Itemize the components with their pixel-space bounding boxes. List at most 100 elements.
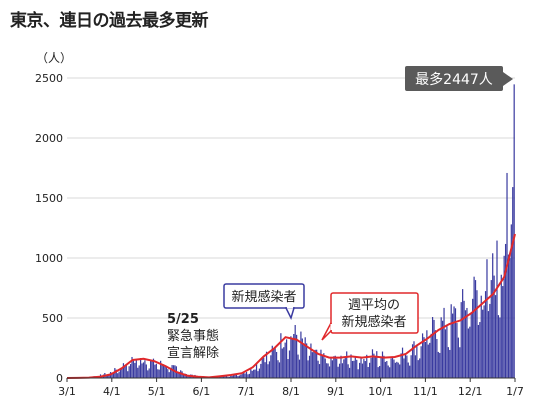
daily-bar [311,352,313,378]
daily-bar [187,376,189,378]
daily-bar [240,374,242,378]
daily-bar [243,372,245,378]
daily-bar [457,337,459,378]
bars-callout-text: 新規感染者 [231,289,296,305]
daily-bar [151,360,153,378]
daily-bar [370,357,372,378]
daily-bar [306,343,308,378]
daily-bar [429,342,431,378]
daily-bar [509,258,511,378]
daily-bar [338,363,341,378]
daily-bar [446,326,448,378]
daily-bar [400,353,402,378]
daily-bar [462,289,464,378]
daily-bar [430,333,432,378]
daily-bar [390,358,392,378]
daily-bar [373,353,375,378]
daily-bar [160,360,162,378]
daily-bar [247,374,249,378]
daily-bar [460,302,462,378]
bars-callout: 新規感染者 [223,283,305,321]
daily-bar [340,355,342,378]
daily-bar [407,362,409,378]
grid-lines [67,77,515,319]
daily-bar [346,351,348,378]
daily-bar [344,357,346,378]
daily-bar [233,374,235,378]
daily-bar [132,360,135,378]
daily-bar [381,351,384,378]
daily-bar [150,360,152,378]
y-tick-labels: 0 500 1000 1500 2000 2500 [35,72,63,385]
y-tick-label: 2000 [35,132,63,145]
daily-bar [386,361,388,378]
daily-bar [147,370,149,378]
x-tick-label: 11/1 [413,385,438,398]
daily-bar [369,362,371,378]
x-tick-label: 10/1 [368,385,393,398]
daily-bar [469,326,471,378]
daily-bar [419,358,421,378]
daily-bar [442,320,444,378]
daily-bar [258,368,261,378]
daily-bar [447,347,449,378]
daily-bar [361,363,364,378]
daily-bar [500,274,502,378]
daily-bar [439,352,441,378]
daily-bar [244,373,246,378]
daily-bar [374,356,376,378]
daily-bar [331,360,334,378]
daily-bar [379,365,381,378]
daily-bar [225,375,228,378]
daily-bar [241,373,243,378]
daily-bar [413,341,415,378]
daily-bar [265,351,268,378]
daily-bar [313,351,315,378]
daily-bar [318,364,321,378]
daily-bar [351,360,354,378]
event-line2: 宣言解除 [167,345,219,361]
x-tick-labels: 3/1 4/1 5/1 6/1 7/1 8/1 9/1 10/1 11/1 12/1 1/7 [58,378,524,398]
daily-bar [121,368,123,378]
daily-bar [138,365,140,378]
daily-bar [294,325,296,378]
daily-bar [314,349,316,378]
x-tick-label: 6/1 [193,385,211,398]
daily-bar [280,333,282,378]
max-callout-pointer [503,72,513,86]
daily-bar [182,373,185,378]
daily-bar [112,372,115,378]
daily-bar [228,376,230,378]
daily-bar [337,366,339,378]
event-annotation: 5/25 緊急事態 宣言解除 [167,312,219,361]
daily-bar [494,295,497,378]
daily-bar [287,359,289,378]
daily-bar [235,373,238,378]
daily-bar [493,275,495,378]
line-callout-text1: 週平均の [348,298,400,313]
daily-bar [472,298,474,378]
daily-bar [504,243,507,378]
line-callout: 週平均の 新規感染者 [321,292,419,341]
daily-bar [167,369,169,378]
x-tick-label: 7/1 [237,385,255,398]
daily-bar [251,370,253,378]
daily-bar [499,317,501,378]
daily-bar [142,362,145,378]
daily-bar [145,364,147,378]
daily-bar [157,369,159,378]
daily-bar [257,371,259,378]
daily-bar [463,300,465,378]
daily-bar [450,304,452,378]
daily-bar [297,354,299,378]
daily-bar [271,345,273,378]
bars-callout-box [223,283,305,309]
daily-bar [178,372,180,378]
daily-bar [303,343,305,378]
daily-bar [245,371,248,378]
daily-bar [479,322,481,378]
daily-bar [323,353,325,378]
y-unit-label: （人） [36,51,73,65]
daily-bar [410,355,412,378]
